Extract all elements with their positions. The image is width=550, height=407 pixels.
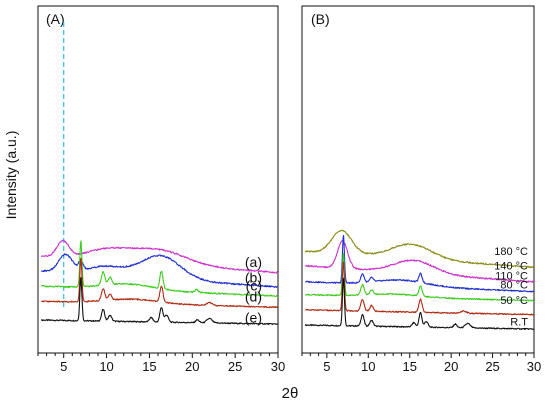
series-label: 110 °C bbox=[495, 270, 528, 282]
x-tick-label: 15 bbox=[402, 359, 416, 374]
panel-b-label: (B) bbox=[311, 11, 330, 27]
series-label: (a) bbox=[245, 254, 262, 270]
series-label: 80 °C bbox=[500, 279, 528, 291]
series-line bbox=[305, 252, 535, 302]
series-line bbox=[305, 261, 535, 316]
x-tick-label: 20 bbox=[185, 359, 199, 374]
series-label: (b) bbox=[245, 270, 262, 286]
series-label: (e) bbox=[245, 310, 262, 326]
x-tick-label: 25 bbox=[485, 359, 499, 374]
x-tick-label: 25 bbox=[228, 359, 242, 374]
panel-a-label: (A) bbox=[46, 11, 65, 27]
series-label: (d) bbox=[245, 289, 262, 305]
series-line bbox=[41, 257, 279, 309]
panel-a: (A) 5 10 15 20 25 30 (a)(b)(c)(d) (e) bbox=[37, 5, 285, 374]
series-label: 140 °C bbox=[494, 261, 528, 273]
x-axis-ticks: 5 10 15 20 25 30 bbox=[37, 353, 285, 374]
series-line bbox=[40, 277, 279, 326]
series-line bbox=[41, 240, 279, 297]
panel-b-frame bbox=[301, 5, 535, 354]
x-tick-label: 20 bbox=[444, 359, 458, 374]
series-label: (c) bbox=[246, 277, 262, 293]
series-line bbox=[304, 277, 535, 331]
x-tick-label: 10 bbox=[361, 359, 375, 374]
x-tick-label: 10 bbox=[99, 359, 113, 374]
x-tick-label: 15 bbox=[142, 359, 156, 374]
x-tick-label: 5 bbox=[323, 359, 330, 374]
x-axis-label: 2θ bbox=[282, 385, 299, 402]
series-line bbox=[40, 239, 279, 274]
x-tick-label: 30 bbox=[271, 359, 285, 374]
x-tick-label: 30 bbox=[527, 359, 541, 374]
x-tick-label: 5 bbox=[60, 359, 67, 374]
series-label: 180 °C bbox=[494, 246, 528, 258]
series-line bbox=[305, 234, 535, 293]
series-line bbox=[304, 229, 535, 269]
y-axis-label: Intensity (a.u.) bbox=[3, 131, 19, 220]
series-label: R.T bbox=[510, 316, 528, 328]
series-label: 50 °C bbox=[500, 295, 528, 307]
x-axis-ticks: 5 10 15 20 25 30 bbox=[301, 353, 541, 374]
